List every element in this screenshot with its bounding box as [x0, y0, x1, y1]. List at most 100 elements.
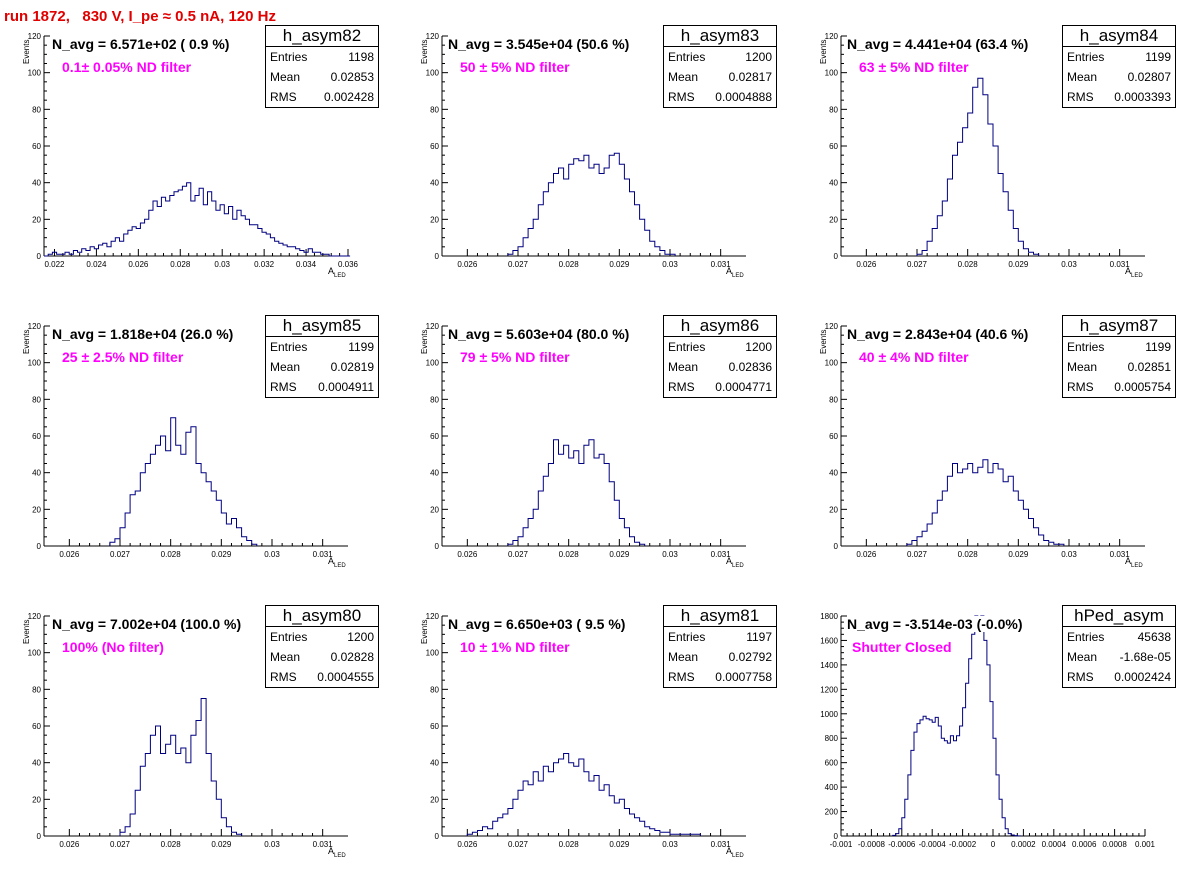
stats-value: 1200	[745, 50, 772, 64]
y-axis-label: Events	[420, 619, 429, 644]
x-tick-label: 0.027	[907, 550, 928, 559]
histogram-panel-h_asym81: 0 20 40 60 80 100 120 0.026 0.027 0.028 0.029 0.03 0…	[398, 580, 796, 870]
y-tick-label: 0	[435, 252, 440, 261]
histogram-name: hPed_asym	[1063, 606, 1175, 627]
y-tick-label: 20	[430, 505, 439, 514]
y-tick-label: 100	[426, 649, 440, 658]
stats-row-entries: Entries 1200	[664, 47, 776, 67]
y-tick-label: 80	[829, 105, 838, 114]
y-tick-label: 60	[32, 432, 41, 441]
y-tick-label: 100	[28, 69, 42, 78]
n-avg-label: N_avg = 6.650e+03 ( 9.5 %)	[448, 616, 626, 632]
y-tick-label: 400	[825, 783, 839, 792]
y-tick-label: 100	[825, 69, 839, 78]
stats-value: 0.0004555	[317, 670, 374, 684]
x-tick-label: 0.028	[958, 260, 979, 269]
stats-row-rms: RMS 0.0003393	[1063, 87, 1175, 107]
stats-row-entries: Entries 45638	[1063, 627, 1175, 647]
x-tick-label: 0.027	[110, 840, 131, 849]
x-tick-label: 0.026	[856, 260, 877, 269]
y-tick-label: 120	[28, 32, 42, 41]
y-tick-label: 120	[825, 322, 839, 331]
stats-row-mean: Mean -1.68e-05	[1063, 647, 1175, 667]
stats-row-rms: RMS 0.0004555	[266, 667, 378, 687]
x-tick-label: 0.026	[59, 550, 80, 559]
x-tick-label: 0.028	[161, 550, 182, 559]
y-tick-label: 80	[32, 395, 41, 404]
histogram-plot: 0 20 40 60 80 100 120 0.026 0.027 0.028 0.029 0.03 0…	[426, 32, 746, 269]
stats-value: 0.02853	[330, 70, 374, 84]
y-tick-label: 1800	[820, 612, 838, 621]
y-tick-label: 20	[829, 215, 838, 224]
x-tick-label: -0.001	[830, 840, 853, 849]
x-tick-label: 0.024	[86, 260, 107, 269]
n-avg-label: N_avg = 4.441e+04 (63.4 %)	[847, 36, 1029, 52]
y-tick-label: 100	[426, 69, 440, 78]
histogram-name: h_asym84	[1063, 26, 1175, 47]
y-tick-label: 0	[37, 832, 42, 841]
x-axis-label: ALED	[726, 846, 744, 859]
histogram-plot: 0 20 40 60 80 100 120 0.026 0.027 0.028 0.029 0.03 0…	[426, 612, 746, 849]
x-tick-label: -0.0008	[858, 840, 886, 849]
y-tick-label: 600	[825, 759, 839, 768]
x-tick-label: 0.029	[609, 840, 630, 849]
x-tick-label: -0.0004	[919, 840, 947, 849]
histogram-panel-hPed_asym: 0 200 400 600 800 1000 1200 1400 1600 1800 -0.001-…	[797, 580, 1195, 870]
x-axis-label: ALED	[1125, 266, 1143, 279]
x-tick-label: 0.027	[508, 550, 529, 559]
y-tick-label: 60	[430, 722, 439, 731]
stats-key: RMS	[1067, 670, 1094, 684]
stats-value: 0.0004771	[715, 380, 772, 394]
stats-row-entries: Entries 1199	[266, 337, 378, 357]
x-tick-label: 0.026	[856, 550, 877, 559]
x-tick-label: 0.031	[711, 550, 732, 559]
x-tick-label: -0.0006	[888, 840, 916, 849]
stats-key: Entries	[1067, 50, 1105, 64]
y-tick-label: 100	[426, 359, 440, 368]
y-tick-label: 0	[435, 542, 440, 551]
histogram-name: h_asym85	[266, 316, 378, 337]
x-tick-label: 0.031	[711, 840, 732, 849]
y-tick-label: 0	[435, 832, 440, 841]
histogram-panel-h_asym84: 0 20 40 60 80 100 120 0.026 0.027 0.028 0.029 0.03 0…	[797, 0, 1195, 290]
stats-value: 0.0005754	[1114, 380, 1171, 394]
histogram-line	[906, 459, 1065, 546]
stats-value: 0.02836	[728, 360, 772, 374]
x-tick-label: 0.029	[211, 550, 232, 559]
stats-box: h_asym87 Entries 1199 Mean 0.02851 RMS 0.00057…	[1062, 315, 1176, 398]
x-axis-label: ALED	[726, 266, 744, 279]
y-tick-label: 200	[825, 808, 839, 817]
stats-key: RMS	[668, 670, 695, 684]
n-avg-label: N_avg = 7.002e+04 (100.0 %)	[52, 616, 242, 632]
histogram-line	[507, 152, 676, 256]
run-title: run 1872, 830 V, I_pe ≈ 0.5 nA, 120 Hz	[4, 8, 276, 25]
x-tick-label: 0.029	[609, 260, 630, 269]
histogram-panel-h_asym87: 0 20 40 60 80 100 120 0.026 0.027 0.028 0.029 0.03 0…	[797, 290, 1195, 580]
histogram-line	[916, 77, 1040, 256]
stats-row-mean: Mean 0.02836	[664, 357, 776, 377]
y-tick-label: 20	[430, 215, 439, 224]
stats-key: Mean	[270, 360, 301, 374]
stats-value: 1200	[745, 340, 772, 354]
stats-key: RMS	[668, 380, 695, 394]
y-tick-label: 1400	[820, 661, 838, 670]
filter-label: 63 ± 5% ND filter	[859, 59, 969, 75]
histogram-name: h_asym86	[664, 316, 776, 337]
x-tick-label: 0.0006	[1072, 840, 1097, 849]
x-tick-label: 0.001	[1135, 840, 1156, 849]
x-tick-label: 0.031	[313, 840, 334, 849]
stats-value: 1197	[746, 630, 772, 644]
x-tick-label: 0.028	[958, 550, 979, 559]
x-tick-label: 0.036	[338, 260, 359, 269]
y-tick-label: 20	[32, 215, 41, 224]
x-tick-label: 0.027	[508, 840, 529, 849]
stats-row-mean: Mean 0.02828	[266, 647, 378, 667]
y-tick-label: 60	[829, 432, 838, 441]
filter-label: Shutter Closed	[852, 639, 952, 655]
x-tick-label: 0.03	[662, 550, 678, 559]
stats-box: h_asym81 Entries 1197 Mean 0.02792 RMS 0.00077…	[663, 605, 777, 688]
x-tick-label: 0.026	[128, 260, 149, 269]
x-tick-label: 0.03	[1061, 260, 1077, 269]
stats-key: RMS	[1067, 90, 1094, 104]
x-tick-label: 0.027	[508, 260, 529, 269]
